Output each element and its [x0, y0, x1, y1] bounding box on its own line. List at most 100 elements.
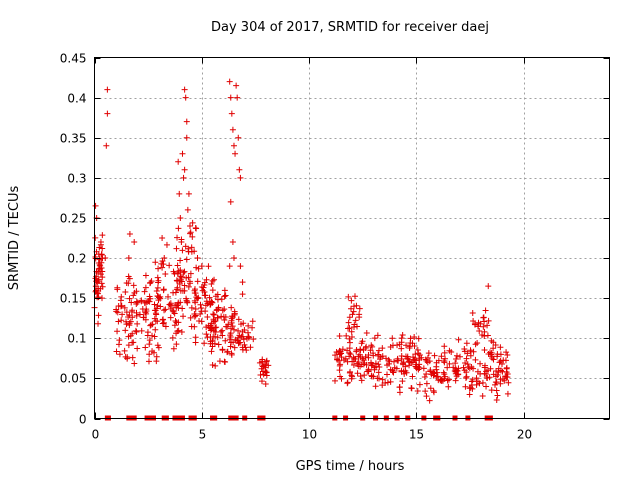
- data-point: [224, 348, 231, 355]
- data-point: [359, 338, 366, 345]
- data-point: [170, 268, 177, 275]
- y-tick-label: 0: [79, 413, 87, 427]
- data-point: [422, 356, 429, 363]
- data-point: [219, 307, 226, 314]
- data-point: [336, 333, 343, 340]
- data-point: [92, 234, 99, 241]
- data-point: [231, 344, 238, 351]
- data-point: [452, 377, 459, 384]
- data-point: [348, 297, 355, 304]
- data-point: [360, 357, 367, 364]
- data-point: [262, 380, 269, 387]
- data-point: [181, 166, 188, 173]
- data-point: [209, 277, 216, 284]
- data-point: [488, 351, 495, 358]
- data-point: [114, 328, 121, 335]
- data-point: [351, 321, 358, 328]
- data-point: [445, 383, 452, 390]
- data-point: [371, 364, 378, 371]
- data-point: [422, 388, 429, 395]
- data-point: [453, 367, 460, 374]
- data-point: [494, 392, 501, 399]
- data-point: [205, 263, 212, 270]
- data-point: [118, 293, 125, 300]
- data-point: [99, 245, 106, 252]
- data-point: [180, 269, 187, 276]
- x-tick-label: 0: [92, 428, 100, 442]
- data-point: [262, 368, 269, 375]
- data-point: [245, 322, 252, 329]
- data-point: [183, 274, 190, 281]
- data-point: [201, 340, 208, 347]
- data-point: [483, 383, 490, 390]
- y-tick-label: 0.05: [60, 372, 87, 386]
- data-point: [490, 339, 497, 346]
- data-point: [194, 255, 201, 262]
- data-point: [485, 283, 492, 290]
- data-point: [95, 320, 102, 327]
- data-point: [191, 313, 198, 320]
- data-point: [474, 340, 481, 347]
- data-point: [486, 374, 493, 381]
- data-point: [487, 365, 494, 372]
- data-point: [230, 142, 237, 149]
- data-point: [430, 387, 437, 394]
- data-point: [230, 255, 237, 262]
- data-point: [162, 323, 169, 330]
- data-point: [484, 322, 491, 329]
- data-point: [143, 306, 150, 313]
- data-point: [187, 270, 194, 277]
- data-point: [384, 379, 391, 386]
- data-point: [213, 306, 220, 313]
- data-point: [157, 295, 164, 302]
- data-point: [212, 324, 219, 331]
- data-point: [411, 342, 418, 349]
- data-point: [128, 299, 135, 306]
- data-point: [198, 318, 205, 325]
- data-point: [211, 276, 218, 283]
- data-point: [209, 361, 216, 368]
- data-point: [219, 327, 226, 334]
- data-point: [503, 364, 510, 371]
- data-point: [160, 319, 167, 326]
- data-point: [173, 286, 180, 293]
- data-point: [375, 369, 382, 376]
- data-point: [171, 322, 178, 329]
- data-point: [133, 312, 140, 319]
- data-point: [446, 360, 453, 367]
- data-point: [159, 320, 166, 327]
- data-point: [214, 314, 221, 321]
- data-point: [340, 357, 347, 364]
- data-point: [463, 340, 470, 347]
- data-point: [209, 287, 216, 294]
- data-point: [212, 293, 219, 300]
- data-point: [473, 375, 480, 382]
- data-point: [350, 308, 357, 315]
- data-point: [129, 330, 136, 337]
- data-point: [351, 293, 358, 300]
- data-point: [170, 289, 177, 296]
- data-point: [379, 376, 386, 383]
- data-point: [375, 375, 382, 382]
- data-point: [187, 229, 194, 236]
- data-point: [345, 293, 352, 300]
- data-point: [482, 307, 489, 314]
- data-point: [173, 304, 180, 311]
- data-point: [104, 86, 111, 93]
- data-point: [154, 293, 161, 300]
- data-point: [399, 378, 406, 385]
- data-point: [336, 351, 343, 358]
- data-point: [194, 278, 201, 285]
- data-point: [166, 301, 173, 308]
- y-tick-label: 0.45: [60, 52, 87, 66]
- data-point: [497, 358, 504, 365]
- data-point: [332, 352, 339, 359]
- data-point: [125, 333, 132, 340]
- data-point: [113, 308, 120, 315]
- data-point: [197, 301, 204, 308]
- data-point: [243, 335, 250, 342]
- data-point: [189, 219, 196, 226]
- data-point: [229, 314, 236, 321]
- y-axis-label: SRMTID / TECUs: [7, 186, 22, 291]
- data-point: [394, 342, 401, 349]
